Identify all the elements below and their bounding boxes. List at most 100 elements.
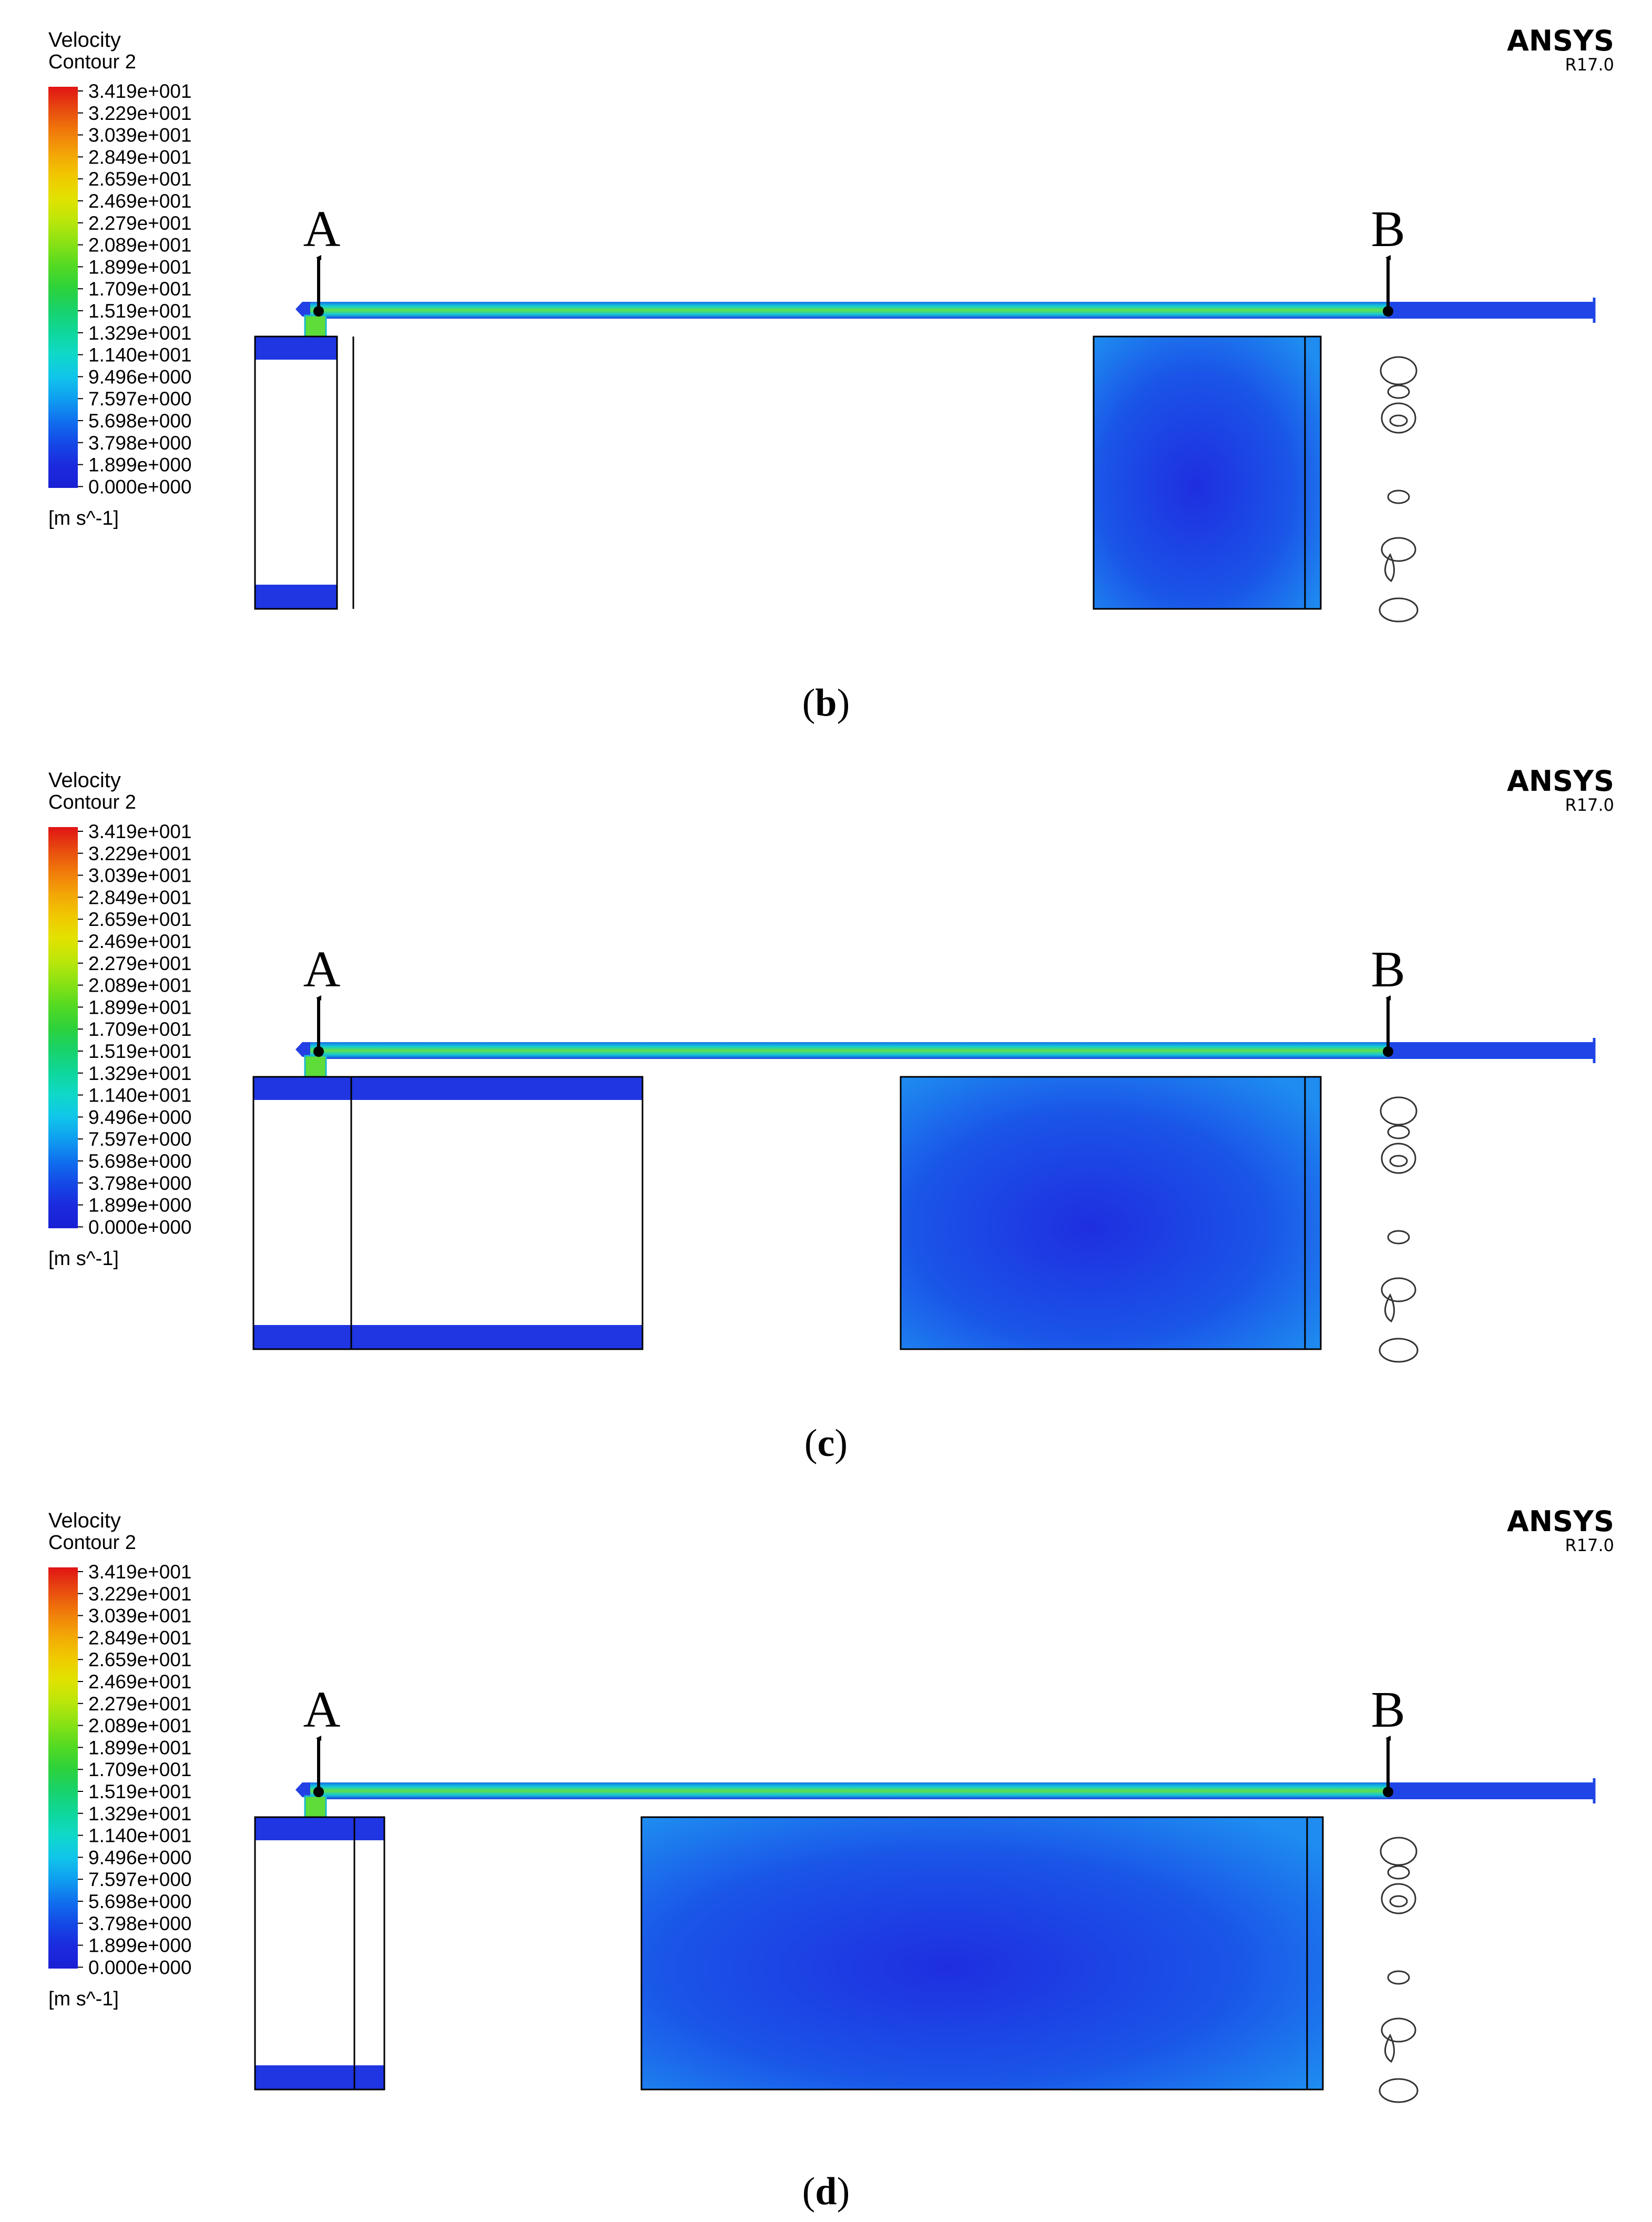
legend-tick-label: 1.899e+001	[88, 996, 192, 1018]
legend-tick-label: 1.140e+001	[88, 1825, 192, 1847]
legend-tick-label: 0.000e+000	[88, 476, 192, 497]
legend-unit: [m s^-1]	[48, 1248, 119, 1270]
legend-tick-label: 1.899e+000	[88, 1195, 192, 1216]
legend-tick-label: 7.597e+000	[88, 1128, 192, 1150]
legend-tick-label: 3.419e+001	[88, 1561, 192, 1583]
point-b	[1383, 1046, 1393, 1057]
inlet-nozzle	[304, 314, 327, 339]
outline-loop	[1384, 1293, 1395, 1323]
brand-name: ANSYS	[1507, 24, 1614, 57]
legend-tick-label: 5.698e+000	[88, 1891, 192, 1912]
label-a: A	[303, 941, 341, 998]
legend-tick-label: 1.519e+001	[88, 1781, 192, 1802]
inlet-nozzle	[304, 1795, 327, 1819]
legend-subtitle: Contour 2	[48, 791, 136, 813]
legend-colorbar	[48, 1567, 78, 1969]
label-a: A	[303, 201, 341, 258]
point-a	[313, 1046, 324, 1057]
chamber2-flow	[641, 1817, 1323, 2090]
legend-colorbar	[48, 827, 78, 1228]
legend-tick-label: 7.597e+000	[88, 1869, 192, 1890]
figure-panel-d: Velocity Contour 2 3.419e+001 3.229e+001 3.0…	[0, 1481, 1652, 2221]
chamber1-bottom-band	[255, 2065, 384, 2090]
legend-subtitle: Contour 2	[48, 1532, 136, 1554]
legend-tick-label: 2.279e+001	[88, 212, 192, 234]
legend-tick-label: 3.039e+001	[88, 865, 192, 886]
legend-tick-label: 7.597e+000	[88, 388, 192, 410]
pipe-outlet	[1388, 302, 1594, 319]
outline-ellipse	[1379, 2078, 1419, 2103]
outline-loop	[1384, 553, 1395, 583]
outline-shapes	[1379, 1837, 1419, 2103]
legend-tick-label: 2.089e+001	[88, 1715, 192, 1737]
legend-tick-label: 0.000e+000	[88, 1956, 192, 1978]
legend-tick-label: 1.140e+001	[88, 344, 192, 366]
outline-ellipse	[1387, 490, 1410, 504]
legend-tick-label: 2.089e+001	[88, 975, 192, 996]
outline-ellipse	[1381, 1277, 1416, 1302]
legend-tick-label: 1.519e+001	[88, 1041, 192, 1062]
chamber2-flow	[1094, 337, 1321, 609]
point-b	[1383, 306, 1393, 317]
legend-tick-label: 9.496e+000	[88, 1847, 192, 1868]
chamber1-outline	[254, 335, 338, 610]
legend-tick-label: 2.469e+001	[88, 1671, 192, 1693]
brand-version: R17.0	[1565, 795, 1614, 815]
legend-tick-label: 3.039e+001	[88, 125, 192, 146]
legend-unit: [m s^-1]	[48, 1988, 119, 2010]
brand-version: R17.0	[1565, 1535, 1614, 1555]
legend-title: Velocity	[48, 28, 121, 52]
outline-ellipse	[1389, 1895, 1408, 1908]
outline-shapes	[1379, 356, 1419, 623]
legend-subtitle: Contour 2	[48, 51, 136, 73]
chamber1-bottom-band	[253, 1325, 643, 1349]
legend-tick-label: 2.279e+001	[88, 1693, 192, 1715]
legend-tick-label: 2.469e+001	[88, 190, 192, 212]
brand-name: ANSYS	[1507, 765, 1614, 798]
legend-tick-label: 2.849e+001	[88, 146, 192, 168]
legend-tick-label: 2.659e+001	[88, 1649, 192, 1670]
chamber2-outline	[640, 1816, 1324, 2091]
outline-loop	[1384, 2033, 1395, 2063]
outline-ellipse	[1380, 1837, 1418, 1866]
chamber2-flow	[901, 1077, 1321, 1349]
legend-tick-label: 2.279e+001	[88, 953, 192, 974]
legend-tick-label: 2.849e+001	[88, 1627, 192, 1648]
legend-tick-label: 1.329e+001	[88, 1803, 192, 1825]
label-b: B	[1371, 201, 1405, 258]
panel-caption: (d)	[802, 2170, 850, 2213]
legend-unit: [m s^-1]	[48, 507, 119, 529]
legend-tick-label: 2.469e+001	[88, 931, 192, 952]
label-a: A	[303, 1681, 341, 1738]
legend-tick-label: 0.000e+000	[88, 1216, 192, 1238]
legend-tick-label: 5.698e+000	[88, 1150, 192, 1172]
legend-tick-label: 1.709e+001	[88, 1759, 192, 1780]
legend-tick-label: 9.496e+000	[88, 366, 192, 388]
outline-ellipse	[1380, 1096, 1418, 1126]
outline-ellipse	[1387, 1230, 1410, 1245]
chamber2-outline	[900, 1076, 1322, 1350]
outline-ellipse	[1381, 2017, 1416, 2043]
legend-tick-label: 2.849e+001	[88, 886, 192, 908]
legend-tick-label: 3.798e+000	[88, 1173, 192, 1194]
figure-panel-c: Velocity Contour 2 3.419e+001 3.229e+001 3.0…	[0, 740, 1652, 1481]
legend-title: Velocity	[48, 769, 121, 792]
legend-tick-label: 5.698e+000	[88, 410, 192, 432]
legend-tick-label: 3.798e+000	[88, 432, 192, 454]
legend-tick-label: 1.519e+001	[88, 300, 192, 322]
legend-title: Velocity	[48, 1509, 121, 1532]
chamber1-outline	[254, 1816, 385, 2091]
pipe-flow	[310, 1042, 1588, 1059]
legend-tick-label: 3.798e+000	[88, 1913, 192, 1934]
label-b: B	[1371, 1681, 1405, 1738]
outline-ellipse	[1387, 1865, 1410, 1880]
outline-ellipse	[1381, 537, 1416, 562]
legend-colorbar	[48, 87, 78, 488]
brand-version: R17.0	[1565, 55, 1614, 75]
legend-tick-label: 2.089e+001	[88, 235, 192, 256]
chamber1-top-band	[255, 1817, 384, 1840]
outline-ellipse	[1381, 1883, 1416, 1914]
legend-tick-label: 1.709e+001	[88, 1018, 192, 1040]
